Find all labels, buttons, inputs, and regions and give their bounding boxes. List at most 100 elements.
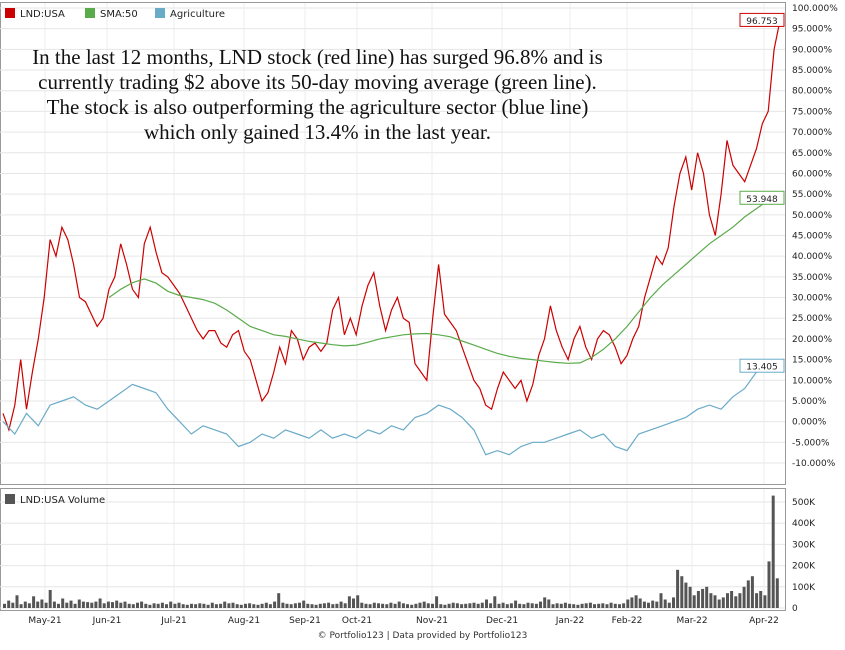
- volume-bar: [634, 595, 638, 608]
- volume-bar: [534, 603, 538, 608]
- volume-bar: [476, 603, 480, 608]
- legend-swatch-lnd: [5, 8, 15, 18]
- volume-bar: [676, 569, 680, 608]
- volume-bar: [460, 604, 464, 608]
- volume-bar: [206, 604, 210, 608]
- volume-bar: [219, 603, 223, 608]
- volume-bar: [559, 603, 563, 608]
- volume-bar: [688, 586, 692, 608]
- volume-bar: [127, 603, 131, 608]
- chart-annotation: In the last 12 months, LND stock (red li…: [32, 45, 603, 144]
- volume-bar: [767, 561, 771, 608]
- legend-swatch-volume: [5, 494, 15, 504]
- volume-bar: [102, 603, 106, 608]
- volume-bar: [576, 604, 580, 608]
- x-tick-label: Jun-21: [92, 616, 122, 626]
- volume-bar: [169, 601, 173, 608]
- volume-bar: [73, 603, 77, 608]
- x-tick-label: Dec-21: [486, 616, 518, 626]
- volume-bar: [514, 600, 518, 608]
- y-tick-label: 20.000%: [792, 335, 832, 345]
- svg-text:13.405: 13.405: [746, 363, 778, 373]
- volume-bar: [210, 602, 214, 608]
- volume-bar: [214, 604, 218, 608]
- volume-bar: [738, 593, 742, 608]
- volume-bar: [298, 602, 301, 608]
- y-tick-label: 5.000%: [792, 397, 827, 407]
- volume-bar: [173, 603, 177, 608]
- y-tick-label: 10.000%: [792, 376, 832, 386]
- y-tick-label: 25.000%: [792, 314, 832, 324]
- volume-bar: [468, 603, 472, 608]
- volume-bar: [44, 602, 48, 608]
- y-tick-label: 85.000%: [792, 66, 832, 76]
- volume-bar: [439, 604, 443, 608]
- volume-bar: [414, 603, 418, 608]
- volume-bar: [393, 603, 397, 608]
- x-tick-label: Sep-21: [289, 616, 321, 626]
- volume-bar: [630, 597, 634, 608]
- x-tick-label: Oct-21: [342, 616, 372, 626]
- volume-bar: [593, 604, 596, 608]
- volume-bar: [692, 595, 696, 608]
- volume-bar: [385, 604, 389, 608]
- volume-bar: [501, 602, 505, 608]
- volume-bar: [202, 603, 206, 608]
- volume-bar: [655, 601, 659, 608]
- volume-bar: [447, 603, 451, 608]
- volume-bar: [422, 601, 426, 608]
- volume-bar: [111, 602, 114, 608]
- volume-bar: [181, 604, 185, 608]
- volume-bar: [696, 591, 700, 608]
- y-tick-label: 65.000%: [792, 149, 832, 159]
- volume-bar: [77, 599, 81, 608]
- volume-bar: [273, 601, 277, 608]
- volume-bar: [730, 591, 734, 608]
- legend-label-lnd: LND:USA: [20, 9, 65, 20]
- volume-bar: [389, 602, 393, 608]
- x-tick-label: Jan-22: [555, 616, 585, 626]
- volume-bar: [742, 586, 746, 608]
- volume-bar: [680, 576, 684, 608]
- volume-bar: [705, 586, 709, 608]
- volume-bar: [763, 595, 767, 608]
- volume-bar: [701, 588, 705, 608]
- volume-bar: [588, 602, 592, 608]
- volume-bar: [626, 599, 630, 608]
- volume-tick-label: 0: [792, 604, 798, 614]
- volume-bar: [543, 597, 547, 608]
- volume-bar: [406, 604, 409, 608]
- x-tick-label: May-21: [28, 616, 61, 626]
- y-tick-label: 50.000%: [792, 211, 832, 221]
- volume-bar: [293, 603, 297, 608]
- volume-bar: [144, 603, 148, 608]
- volume-bar: [547, 599, 551, 608]
- end-value-label-sma-50: 53.948: [739, 190, 785, 205]
- volume-bar: [123, 601, 127, 608]
- volume-bar: [131, 604, 135, 608]
- volume-bar: [98, 598, 102, 608]
- y-tick-label: 0.000%: [792, 418, 827, 428]
- volume-bar: [306, 603, 310, 608]
- volume-bar: [647, 602, 650, 608]
- y-tick-label: 80.000%: [792, 87, 832, 97]
- y-tick-label: -10.000%: [792, 459, 836, 469]
- volume-bar: [86, 602, 90, 608]
- volume-bar: [709, 593, 713, 608]
- volume-bar: [61, 598, 65, 608]
- volume-bar: [601, 603, 605, 608]
- y-tick-label: 70.000%: [792, 128, 832, 138]
- volume-bar: [335, 603, 339, 608]
- volume-bar: [190, 603, 193, 608]
- volume-bar: [726, 593, 729, 608]
- volume-bar: [609, 602, 613, 608]
- volume-bar: [264, 602, 268, 608]
- volume-bar: [497, 603, 501, 608]
- volume-bar: [136, 602, 139, 608]
- series-line-agriculture: [2, 365, 781, 456]
- volume-bar: [580, 603, 584, 608]
- volume-bar: [551, 604, 555, 608]
- volume-bar: [165, 604, 168, 608]
- x-tick-label: Aug-21: [228, 616, 260, 626]
